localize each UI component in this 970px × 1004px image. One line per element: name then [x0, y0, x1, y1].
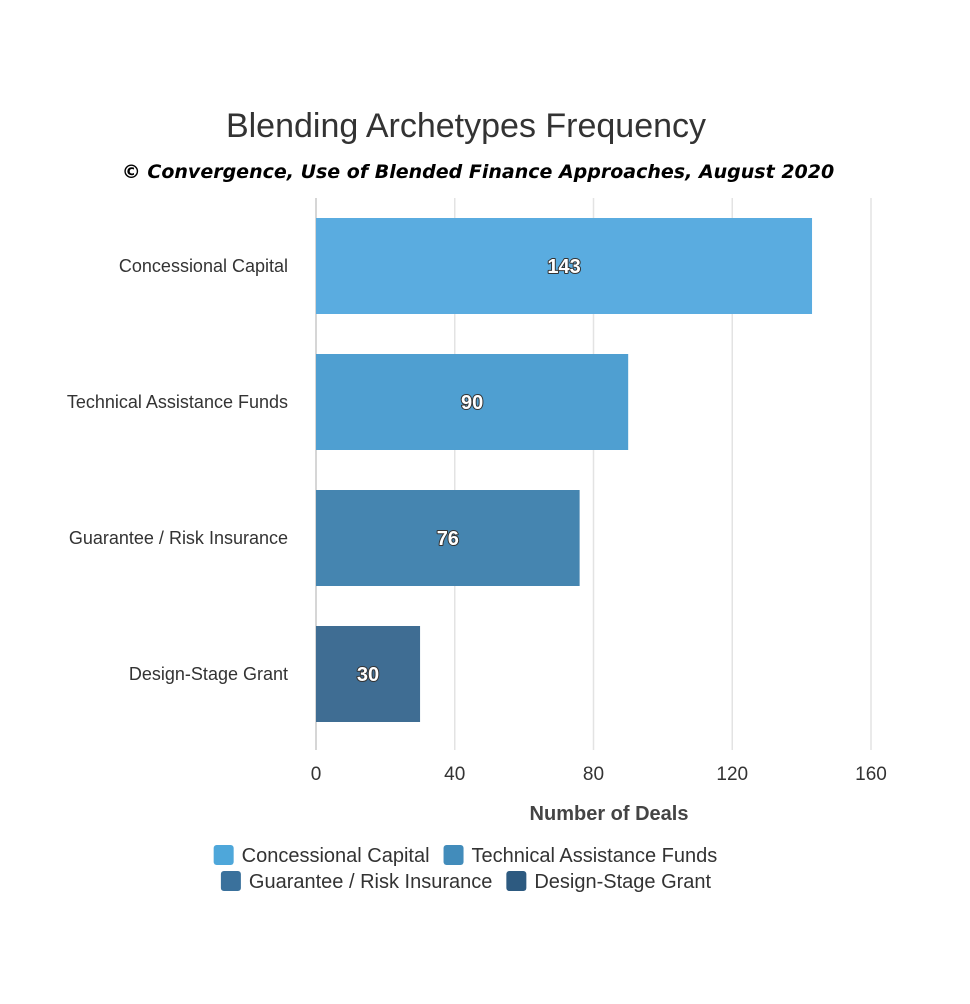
- bars: 143 90 76 30: [316, 218, 813, 722]
- category-label-guarantee-risk-insurance: Guarantee / Risk Insurance: [69, 528, 288, 548]
- bar-concessional-capital: [316, 218, 813, 314]
- x-tick-label-40: 40: [444, 764, 465, 785]
- bar-technical-assistance-funds: [316, 354, 629, 450]
- legend-label-technical-assistance-funds: Technical Assistance Funds: [472, 845, 718, 867]
- x-tick-label-160: 160: [855, 764, 887, 785]
- data-label-143: 143: [547, 256, 580, 278]
- legend-label-design-stage-grant: Design-Stage Grant: [534, 871, 711, 893]
- data-label-76: 76: [437, 528, 459, 550]
- category-label-design-stage-grant: Design-Stage Grant: [129, 664, 288, 684]
- x-axis-title: Number of Deals: [530, 803, 689, 825]
- legend-label-concessional-capital: Concessional Capital: [242, 845, 430, 867]
- x-tick-label-120: 120: [716, 764, 748, 785]
- data-label-90: 90: [461, 392, 483, 414]
- category-label-technical-assistance-funds: Technical Assistance Funds: [67, 392, 288, 412]
- chart-subtitle: © Convergence, Use of Blended Finance Ap…: [122, 161, 834, 183]
- legend-swatch-technical-assistance-funds: [443, 845, 464, 865]
- legend-swatch-design-stage-grant: [506, 871, 527, 891]
- x-tick-label-0: 0: [311, 764, 322, 785]
- legend-label-guarantee-risk-insurance: Guarantee / Risk Insurance: [249, 871, 492, 893]
- category-label-concessional-capital: Concessional Capital: [119, 256, 288, 276]
- data-label-30: 30: [357, 664, 379, 686]
- x-tick-label-80: 80: [583, 764, 604, 785]
- bar-design-stage-grant: [316, 626, 421, 722]
- chart-title: Blending Archetypes Frequency: [226, 107, 706, 145]
- category-labels: Concessional Capital Technical Assistance…: [67, 256, 288, 684]
- bar-guarantee-risk-insurance: [316, 490, 580, 586]
- x-axis-ticks: 0 40 80 120 160: [311, 764, 887, 785]
- legend-swatch-concessional-capital: [213, 845, 234, 865]
- legend: Concessional Capital Technical Assistance…: [213, 845, 718, 893]
- legend-swatch-guarantee-risk-insurance: [220, 871, 241, 891]
